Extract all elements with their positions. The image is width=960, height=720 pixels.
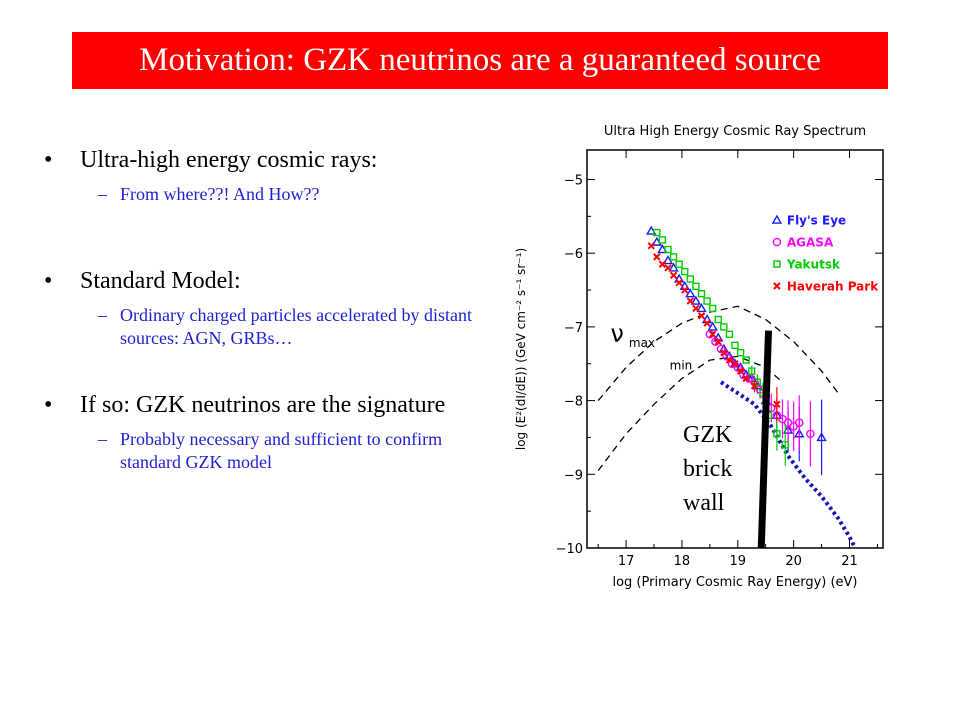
data-point-haverah-park <box>653 253 661 261</box>
gzk-label-line-1: GZK <box>683 422 733 448</box>
sub-bullet-2: – Ordinary charged particles accelerated … <box>98 305 473 348</box>
data-point-fly-s-eye <box>816 432 827 442</box>
data-point-agasa <box>772 237 782 247</box>
nu-max-label: max <box>629 336 655 350</box>
data-point-haverah-park <box>736 367 745 375</box>
data-point-fly-s-eye <box>690 295 702 305</box>
legend-label: AGASA <box>787 236 834 250</box>
x-tick-label: 17 <box>618 554 635 569</box>
data-point-haverah-park <box>725 356 734 364</box>
spectrum-chart-svg: Ultra High Energy Cosmic Ray Spectrum 17 1… <box>514 124 884 590</box>
nu-min-curve <box>597 355 783 471</box>
sub-bullet-3-text: Probably necessary and sufficient to con… <box>120 429 443 472</box>
data-point-agasa <box>733 363 743 372</box>
x-tick-label: 21 <box>841 554 858 569</box>
data-point-haverah-park <box>703 319 711 327</box>
gzk-brick-wall-line <box>757 330 773 549</box>
y-tick-label: −10 <box>556 542 583 557</box>
gzk-cutoff-curve <box>719 380 857 549</box>
y-axis-label: log (E²(dI/dE)) (GeV cm⁻² s⁻¹ sr⁻¹) <box>514 248 528 450</box>
data-point-haverah-park <box>692 304 700 313</box>
data-point-yakutsk <box>714 315 722 324</box>
y-tick-label: −6 <box>564 247 583 262</box>
slide-title: Motivation: GZK neutrinos are a guarante… <box>139 42 821 78</box>
nu-max-curve <box>597 305 839 402</box>
data-point-haverah-park <box>720 348 728 357</box>
data-point-fly-s-eye <box>771 214 783 224</box>
data-point-haverah-park <box>664 264 672 272</box>
plot-frame <box>586 149 884 549</box>
data-point-yakutsk <box>675 260 683 268</box>
data-point-yakutsk <box>742 356 750 364</box>
bullet-1: Ultra-high energy cosmic rays: <box>40 145 500 175</box>
bullet-list: Ultra-high energy cosmic rays: –From whe… <box>40 135 500 474</box>
data-point-yakutsk <box>669 253 678 261</box>
data-point-yakutsk <box>703 297 711 305</box>
x-tick-label: 18 <box>674 554 691 569</box>
data-point-fly-s-eye <box>707 321 718 331</box>
x-tick-label: 19 <box>730 554 747 569</box>
legend-label: Fly's Eye <box>787 214 846 228</box>
data-point-haverah-park <box>669 271 678 280</box>
nu-min-label: min <box>670 359 693 373</box>
data-point-agasa <box>806 429 815 439</box>
data-point-haverah-park <box>658 260 667 268</box>
data-point-fly-s-eye <box>685 288 696 298</box>
data-point-yakutsk <box>731 341 739 350</box>
x-tick-label: 20 <box>785 554 802 569</box>
data-point-yakutsk <box>686 275 695 283</box>
data-point-yakutsk <box>653 228 661 237</box>
title-bar: Motivation: GZK neutrinos are a guarante… <box>72 32 888 89</box>
data-point-haverah-park <box>731 360 739 368</box>
sub-bullet-1-text: From where??! And How?? <box>120 184 320 204</box>
legend-label: Yakutsk <box>786 258 841 272</box>
data-point-haverah-park <box>681 286 689 294</box>
data-point-yakutsk <box>692 282 700 291</box>
data-point-yakutsk <box>773 430 781 438</box>
data-point-yakutsk <box>773 260 781 268</box>
data-point-haverah-park <box>708 330 717 338</box>
bullet-2: Standard Model: <box>40 266 500 296</box>
y-tick-label: −7 <box>564 321 583 336</box>
sub-bullet-1: – From where??! And How?? <box>98 184 320 204</box>
data-point-agasa <box>794 418 804 428</box>
data-point-agasa <box>716 344 726 354</box>
data-point-haverah-park <box>697 312 706 320</box>
data-point-yakutsk <box>658 236 667 244</box>
sub-bullet-3: – Probably necessary and sufficient to co… <box>98 429 443 472</box>
gzk-label-line-3: wall <box>683 490 725 516</box>
legend-label: Haverah Park <box>787 280 879 294</box>
data-point-yakutsk <box>781 441 789 449</box>
data-point-agasa <box>722 352 731 361</box>
y-tick-label: −5 <box>564 173 583 188</box>
bullet-3: If so: GZK neutrinos are the signature <box>40 390 500 420</box>
data-point-yakutsk <box>748 367 756 375</box>
data-point-yakutsk <box>664 245 672 254</box>
data-point-haverah-park <box>773 282 781 290</box>
data-point-haverah-park <box>675 278 683 287</box>
data-point-haverah-park <box>686 297 695 305</box>
data-point-fly-s-eye <box>696 303 707 313</box>
y-tick-label: −9 <box>564 468 583 483</box>
x-axis-label: log (Primary Cosmic Ray Energy) (eV) <box>612 575 857 590</box>
data-point-yakutsk <box>720 323 728 331</box>
chart-title: Ultra High Energy Cosmic Ray Spectrum <box>604 124 866 139</box>
data-point-haverah-park <box>714 337 722 346</box>
data-point-yakutsk <box>708 304 717 313</box>
data-point-yakutsk <box>725 330 734 338</box>
data-point-haverah-park <box>647 242 655 250</box>
data-point-haverah-park <box>773 400 781 408</box>
data-point-haverah-park <box>750 382 759 390</box>
data-point-yakutsk <box>697 290 706 298</box>
data-point-yakutsk <box>681 267 689 276</box>
nu-symbol: ν <box>610 320 623 348</box>
spectrum-chart: Ultra High Energy Cosmic Ray Spectrum 17 1… <box>505 115 925 605</box>
data-point-yakutsk <box>736 348 745 357</box>
gzk-label-line-2: brick <box>683 456 733 482</box>
data-point-haverah-park <box>742 374 750 383</box>
gzk-brick-wall-label: GZK brick wall <box>683 418 732 520</box>
sub-bullet-2-text: Ordinary charged particles accelerated b… <box>120 305 473 348</box>
y-tick-label: −8 <box>564 395 583 410</box>
